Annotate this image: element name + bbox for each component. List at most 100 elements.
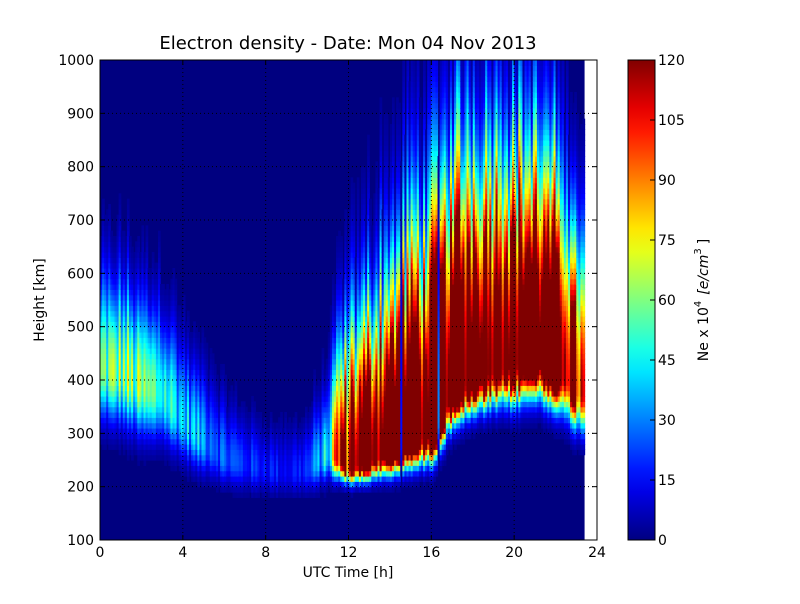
- heatmap-cell: [383, 460, 387, 466]
- heatmap-cell: [126, 316, 130, 322]
- heatmap-cell: [325, 412, 329, 418]
- heatmap-cell: [354, 273, 358, 280]
- heatmap-cell: [174, 284, 178, 290]
- heatmap-cell: [170, 300, 174, 306]
- heatmap-cell: [234, 385, 238, 392]
- heatmap-cell: [108, 214, 111, 221]
- heatmap-cell: [346, 396, 350, 402]
- heatmap-cell: [141, 454, 145, 461]
- heatmap-cell: [373, 486, 377, 493]
- heatmap-cell: [164, 321, 167, 328]
- heatmap-cell: [363, 465, 366, 472]
- heatmap-cell: [336, 385, 339, 392]
- heatmap-cell: [215, 449, 219, 456]
- heatmap-cell: [143, 364, 147, 370]
- heatmap-cell: [284, 470, 287, 477]
- heatmap-cell: [230, 422, 234, 429]
- heatmap-cell: [358, 390, 362, 397]
- heatmap-cell: [151, 358, 155, 365]
- heatmap-cell: [164, 369, 167, 376]
- heatmap-cell: [122, 262, 126, 269]
- heatmap-cell: [172, 278, 176, 285]
- heatmap-cell: [139, 396, 143, 402]
- heatmap-cell: [356, 444, 360, 450]
- heatmap-cell: [100, 284, 103, 290]
- heatmap-cell: [369, 198, 372, 205]
- heatmap-cell: [385, 444, 389, 450]
- heatmap-cell: [334, 476, 337, 482]
- heatmap-cell: [151, 380, 155, 386]
- heatmap-cell: [145, 236, 149, 242]
- heatmap-cell: [383, 417, 387, 424]
- heatmap-cell: [147, 380, 151, 386]
- heatmap-cell: [106, 380, 109, 386]
- heatmap-cell: [172, 284, 176, 290]
- heatmap-cell: [381, 230, 385, 237]
- heatmap-cell: [106, 273, 109, 280]
- heatmap-cell: [402, 401, 406, 408]
- heatmap-cell: [309, 492, 312, 498]
- heatmap-cell: [385, 337, 389, 344]
- heatmap-cell: [108, 278, 111, 285]
- heatmap-cell: [350, 369, 354, 376]
- heatmap-cell: [193, 374, 196, 381]
- heatmap-cell: [106, 422, 109, 429]
- heatmap-cell: [184, 396, 188, 402]
- heatmap-cell: [346, 284, 350, 290]
- heatmap-cell: [383, 305, 387, 312]
- heatmap-cell: [234, 433, 238, 440]
- heatmap-cell: [340, 316, 343, 322]
- heatmap-cell: [365, 225, 368, 232]
- heatmap-cell: [367, 476, 370, 482]
- heatmap-cell: [290, 433, 294, 440]
- heatmap-cell: [240, 486, 244, 493]
- heatmap-cell: [195, 428, 198, 434]
- heatmap-cell: [128, 374, 132, 381]
- heatmap-cell: [135, 273, 138, 280]
- heatmap-cell: [387, 300, 391, 306]
- heatmap-cell: [367, 358, 370, 365]
- heatmap-cell: [356, 454, 360, 461]
- heatmap-cell: [346, 369, 350, 376]
- heatmap-cell: [338, 486, 341, 493]
- heatmap-cell: [398, 161, 401, 168]
- heatmap-cell: [391, 476, 395, 482]
- heatmap-cell: [234, 401, 238, 408]
- heatmap-cell: [398, 220, 401, 226]
- heatmap-cell: [371, 273, 374, 280]
- heatmap-cell: [149, 300, 153, 306]
- heatmap-cell: [375, 177, 379, 184]
- heatmap-cell: [391, 300, 395, 306]
- heatmap-cell: [261, 433, 265, 440]
- heatmap-cell: [253, 465, 256, 472]
- heatmap-cell: [365, 268, 368, 274]
- heatmap-cell: [398, 385, 401, 392]
- heatmap-cell: [207, 438, 211, 445]
- heatmap-cell: [170, 278, 174, 285]
- heatmap-cell: [108, 204, 111, 210]
- heatmap-cell: [298, 481, 302, 488]
- heatmap-cell: [203, 348, 207, 354]
- heatmap-cell: [118, 369, 122, 376]
- heatmap-cell: [398, 204, 401, 210]
- heatmap-cell: [394, 449, 397, 456]
- heatmap-cell: [365, 348, 368, 354]
- heatmap-cell: [153, 321, 157, 328]
- heatmap-cell: [114, 268, 118, 274]
- heatmap-cell: [371, 241, 374, 248]
- heatmap-cell: [284, 417, 287, 424]
- heatmap-cell: [385, 316, 389, 322]
- heatmap-cell: [323, 438, 327, 445]
- heatmap-cell: [151, 406, 155, 413]
- heatmap-cell: [120, 321, 124, 328]
- heatmap-cell: [400, 257, 403, 264]
- heatmap-cell: [234, 390, 238, 397]
- heatmap-cell: [137, 305, 140, 312]
- heatmap-cell: [367, 316, 370, 322]
- heatmap-cell: [114, 396, 118, 402]
- heatmap-cell: [398, 390, 401, 397]
- heatmap-cell: [338, 385, 341, 392]
- heatmap-cell: [398, 486, 401, 493]
- heatmap-cell: [162, 454, 165, 461]
- heatmap-cell: [166, 438, 169, 445]
